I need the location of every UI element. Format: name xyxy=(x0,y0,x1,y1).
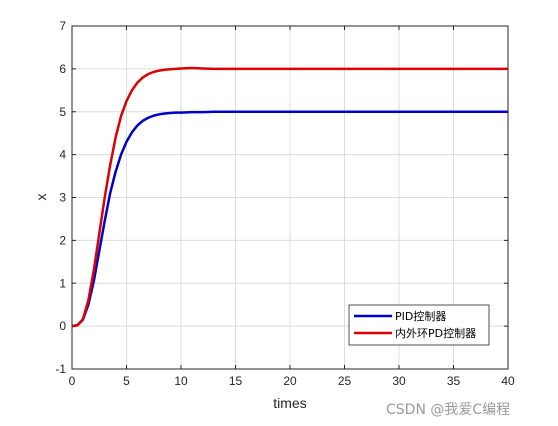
x-tick-label: 35 xyxy=(447,374,461,388)
y-tick-label: 7 xyxy=(59,19,66,33)
x-tick-label: 10 xyxy=(174,374,188,388)
x-tick-label: 5 xyxy=(123,374,130,388)
legend: PID控制器 内外环PD控制器 xyxy=(348,304,490,346)
y-tick-label: 0 xyxy=(59,319,66,333)
x-tick-label: 30 xyxy=(392,374,406,388)
x-tick-label: 20 xyxy=(283,374,297,388)
y-tick-label: 1 xyxy=(59,276,66,290)
x-tick-label: 15 xyxy=(229,374,243,388)
series-line-pid xyxy=(71,110,508,328)
y-tick-label: 3 xyxy=(59,191,66,205)
x-axis-label: times xyxy=(273,395,306,411)
x-tick-label: 40 xyxy=(501,374,515,388)
series-line-pd xyxy=(71,66,508,328)
y-tick-label: 5 xyxy=(59,105,66,119)
legend-label-pid: PID控制器 xyxy=(395,309,446,323)
x-tick-label: 25 xyxy=(338,374,352,388)
x-tick-label: 0 xyxy=(69,374,76,388)
y-tick-label: 2 xyxy=(59,233,66,247)
y-tick-label: -1 xyxy=(55,362,66,376)
legend-label-pd: 内外环PD控制器 xyxy=(395,326,476,340)
y-tick-label: 4 xyxy=(59,148,66,162)
watermark: CSDN @我爱C编程 xyxy=(386,402,510,418)
y-axis-label: x xyxy=(33,194,49,201)
y-tick-label: 6 xyxy=(59,62,66,76)
series xyxy=(71,66,508,328)
legend-box xyxy=(348,304,490,346)
